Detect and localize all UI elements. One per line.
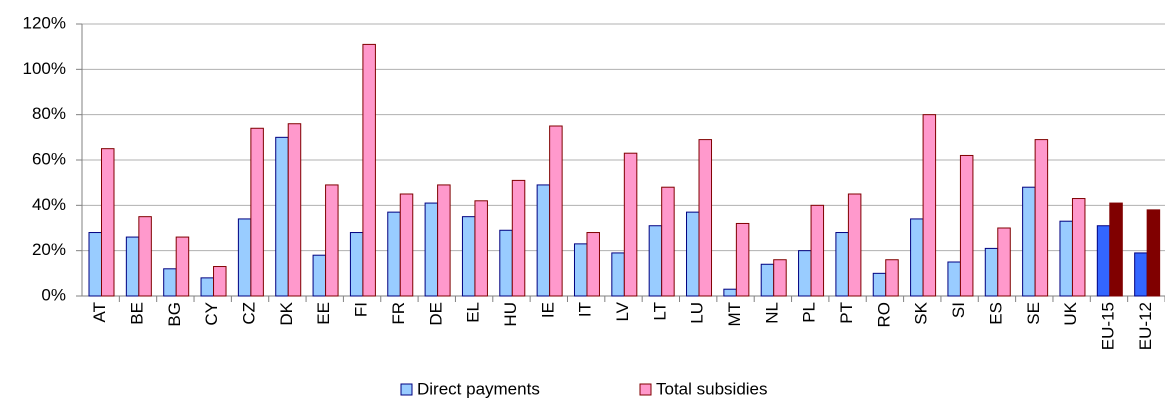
bar <box>1096 225 1111 297</box>
bar <box>623 152 638 297</box>
bar <box>1022 186 1036 297</box>
x-tick-label: ES <box>986 302 1005 325</box>
bar <box>424 202 439 297</box>
y-tick-label: 80% <box>32 104 66 123</box>
y-tick-label: 60% <box>32 149 66 168</box>
bar <box>922 114 937 297</box>
x-tick-label: CZ <box>240 302 259 325</box>
bar <box>984 247 999 297</box>
y-tick-label: 20% <box>32 240 66 259</box>
bar <box>698 139 713 297</box>
bar <box>798 250 812 297</box>
bar <box>947 261 961 297</box>
bar <box>586 232 600 297</box>
legend-label: Total subsidies <box>656 379 768 398</box>
bar <box>1071 198 1086 297</box>
bar <box>872 272 887 297</box>
bar <box>1034 139 1049 297</box>
bar <box>835 232 849 297</box>
bar <box>648 225 663 297</box>
x-tick-label: EU-15 <box>1098 302 1117 350</box>
x-tick-label: LT <box>650 302 669 321</box>
bar <box>735 222 750 297</box>
bar <box>1146 209 1161 297</box>
bar <box>387 211 401 297</box>
y-tick-label: 0% <box>41 285 66 304</box>
x-tick-label: AT <box>90 302 109 322</box>
x-tick-label: BG <box>165 302 184 327</box>
bar <box>399 193 414 297</box>
bar <box>250 127 264 297</box>
x-tick-label: UK <box>1061 301 1080 325</box>
y-tick-label: 120% <box>23 13 66 32</box>
bar <box>885 259 899 297</box>
bar <box>138 216 152 297</box>
bar <box>349 232 364 297</box>
bar <box>237 218 252 297</box>
bar <box>312 254 327 297</box>
bar <box>773 259 787 297</box>
x-tick-label: IT <box>576 302 595 317</box>
y-tick-label: 100% <box>23 59 66 78</box>
x-tick-label: FR <box>389 302 408 325</box>
bar <box>88 232 102 297</box>
bar <box>213 266 227 297</box>
bar <box>1109 202 1123 297</box>
x-tick-label: PL <box>800 302 819 323</box>
bar <box>810 204 825 297</box>
bar <box>511 179 526 297</box>
legend-swatch <box>639 383 652 396</box>
bar <box>163 268 177 297</box>
x-tick-label: SE <box>1024 302 1043 325</box>
x-tick-label: PT <box>837 302 856 324</box>
legend-swatch <box>400 383 413 396</box>
x-tick-label: SK <box>912 301 931 324</box>
x-tick-label: IE <box>538 302 557 318</box>
bar <box>549 125 563 297</box>
x-tick-label: HU <box>501 302 520 327</box>
bar <box>1134 252 1148 297</box>
x-tick-label: LV <box>613 301 632 321</box>
bar <box>910 218 924 297</box>
bar <box>474 200 488 297</box>
x-tick-label: NL <box>762 302 781 324</box>
x-tick-label: DK <box>277 301 296 325</box>
x-tick-label: EL <box>464 302 483 323</box>
x-tick-label: RO <box>874 302 893 328</box>
legend-label: Direct payments <box>417 379 540 398</box>
bar <box>499 229 513 297</box>
x-tick-label: FI <box>352 302 371 317</box>
bar <box>847 193 862 297</box>
bar <box>573 243 588 297</box>
x-tick-label: BE <box>128 302 147 325</box>
bar <box>1059 220 1073 297</box>
x-tick-label: EU-12 <box>1136 302 1155 350</box>
y-tick-label: 40% <box>32 195 66 214</box>
bar <box>686 211 700 297</box>
x-tick-label: DE <box>426 302 445 326</box>
bar <box>661 186 675 297</box>
bar <box>997 227 1011 297</box>
bar <box>760 263 775 297</box>
bar <box>275 136 289 297</box>
bar <box>101 148 115 297</box>
bar <box>287 123 302 297</box>
bar <box>461 216 476 297</box>
bar <box>723 288 737 297</box>
bar <box>200 277 215 297</box>
bar <box>959 154 974 297</box>
bar <box>437 184 451 297</box>
bar <box>611 252 625 297</box>
x-tick-label: CY <box>202 302 221 326</box>
x-tick-label: LU <box>688 302 707 324</box>
bar <box>325 184 339 297</box>
bar <box>536 184 551 297</box>
bar <box>362 43 376 297</box>
bar <box>175 236 190 297</box>
x-tick-label: SI <box>949 302 968 318</box>
bar <box>125 236 140 297</box>
x-tick-label: EE <box>314 302 333 325</box>
x-tick-label: MT <box>725 302 744 327</box>
